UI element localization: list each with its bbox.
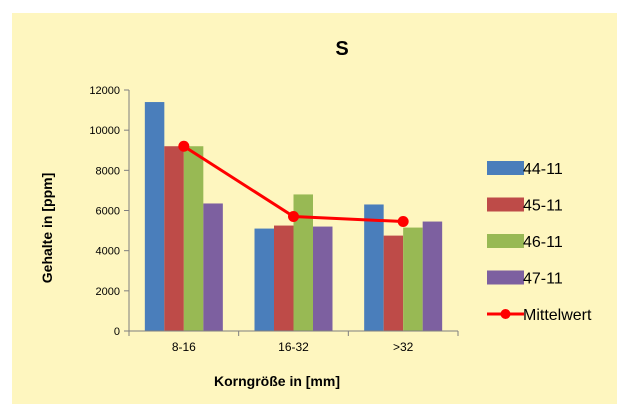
x-axis-title: Korngröße in [mm]: [214, 373, 340, 389]
mean-point-16-32: [288, 211, 299, 223]
legend-swatch-45-11: [487, 197, 524, 212]
legend-label-44-11: 44-11: [523, 161, 563, 178]
chart-svg: S Gehalte in [ppm] Korngröße in [mm] 0 20…: [39, 38, 592, 389]
plot-area: 0 2000 4000 6000 8000 10000 12000 8-16 16-32 >32: [89, 85, 459, 354]
bar-44-11->32: [364, 204, 384, 331]
mean-point-8-16: [178, 140, 190, 152]
x-tick-label: >32: [393, 340, 414, 354]
bar-44-11-8-16: [144, 102, 165, 331]
bar-45-11->32: [383, 235, 404, 331]
bar-47-11->32: [422, 221, 443, 331]
bar-46-11->32: [403, 227, 423, 331]
bar-47-11-16-32: [313, 226, 333, 331]
x-tick-label: 8-16: [172, 340, 196, 354]
chart-area: S Gehalte in [ppm] Korngröße in [mm] 0 20…: [12, 13, 617, 404]
legend-swatch-44-11: [487, 161, 524, 175]
y-axis-title: Gehalte in [ppm]: [39, 173, 55, 283]
y-tick-label: 6000: [96, 206, 120, 218]
legend-label-45-11: 45-11: [523, 198, 563, 215]
legend-swatch-47-11: [487, 270, 524, 285]
legend: 44-11 45-11 46-11 47-11 Mittelwert: [487, 161, 592, 324]
y-tick-label: 2000: [96, 286, 120, 298]
bar-47-11-8-16: [203, 203, 223, 331]
y-tick-label: 12000: [89, 85, 120, 97]
y-tick-label: 4000: [96, 246, 120, 258]
legend-label-mittelwert: Mittelwert: [523, 307, 592, 324]
mean-point->32: [397, 216, 409, 228]
legend-marker-mittelwert: [500, 309, 511, 319]
y-tick-label: 0: [114, 326, 120, 338]
legend-swatch-46-11: [487, 234, 524, 248]
x-tick-label: 16-32: [278, 340, 309, 354]
y-tick-label: 8000: [96, 165, 120, 177]
bar-45-11-8-16: [164, 146, 184, 331]
bar-44-11-16-32: [254, 228, 274, 331]
legend-label-47-11: 47-11: [523, 271, 563, 288]
chart-title: S: [335, 38, 348, 60]
bar-46-11-16-32: [293, 194, 313, 331]
y-tick-label: 10000: [89, 125, 120, 137]
legend-label-46-11: 46-11: [523, 234, 563, 251]
bar-45-11-16-32: [274, 225, 294, 331]
bar-46-11-8-16: [183, 146, 204, 331]
